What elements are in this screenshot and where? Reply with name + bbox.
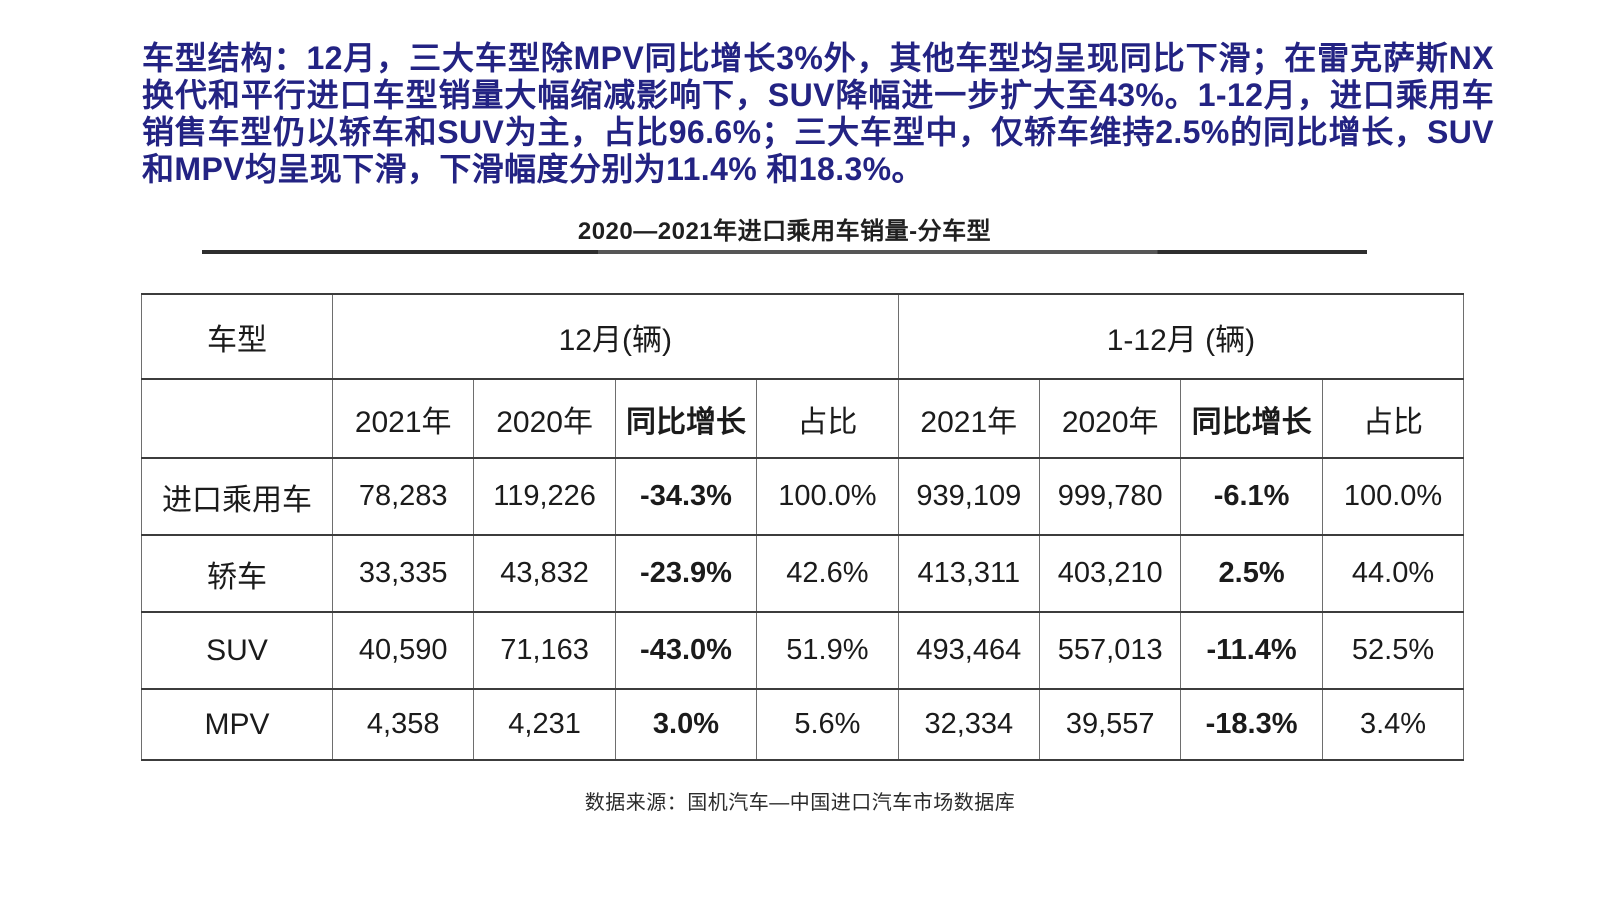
col-header-share-ytd: 占比: [1321, 378, 1465, 459]
table-cell-yoy: 2.5%: [1180, 534, 1323, 613]
row-label: MPV: [141, 688, 333, 761]
table-cell: 78,283: [331, 457, 475, 536]
table-cell: 5.6%: [756, 688, 899, 761]
table-cell: 999,780: [1038, 457, 1182, 536]
table-cell: 100.0%: [1321, 457, 1465, 536]
data-source-note: 数据来源：国机汽车—中国进口汽车市场数据库: [584, 792, 1016, 814]
corner-header-model-type: 车型: [141, 293, 333, 380]
title-underline-rule: [202, 250, 1367, 254]
headline-paragraph: 车型结构：12月，三大车型除MPV同比增长3%外，其他车型均呈现同比下滑；在雷克…: [142, 40, 1494, 187]
empty-corner-cell: [141, 378, 333, 459]
table-cell: 43,832: [473, 534, 616, 613]
table-cell-yoy: -43.0%: [614, 611, 758, 690]
table-row-suv: SUV 40,590 71,163 -43.0% 51.9% 493,464 5…: [141, 611, 1465, 690]
table-cell: 939,109: [897, 457, 1041, 536]
table-row-sedan: 轿车 33,335 43,832 -23.9% 42.6% 413,311 40…: [141, 534, 1465, 613]
table-cell: 119,226: [473, 457, 616, 536]
sales-by-model-table: 车型 12月(辆) 1-12月 (辆) 2021年 2020年 同比增长 占比 …: [141, 293, 1465, 761]
col-header-yoy-ytd: 同比增长: [1180, 378, 1323, 459]
table-group-header-row: 车型 12月(辆) 1-12月 (辆): [141, 293, 1465, 380]
col-header-share-dec: 占比: [756, 378, 899, 459]
table-cell: 51.9%: [756, 611, 899, 690]
table-cell: 32,334: [897, 688, 1041, 761]
table-cell: 71,163: [473, 611, 616, 690]
row-label: 进口乘用车: [141, 457, 333, 536]
table-cell-yoy: -6.1%: [1180, 457, 1323, 536]
table-cell: 39,557: [1038, 688, 1182, 761]
table-sub-header-row: 2021年 2020年 同比增长 占比 2021年 2020年 同比增长 占比: [141, 378, 1465, 459]
col-header-yoy-dec: 同比增长: [614, 378, 758, 459]
table-cell-yoy: -11.4%: [1180, 611, 1323, 690]
table-cell-yoy: -34.3%: [614, 457, 758, 536]
table-cell: 413,311: [897, 534, 1041, 613]
table-cell: 403,210: [1038, 534, 1182, 613]
table-cell: 557,013: [1038, 611, 1182, 690]
col-header-2020-dec: 2020年: [473, 378, 616, 459]
col-header-2021-dec: 2021年: [331, 378, 475, 459]
group-header-jan-dec: 1-12月 (辆): [897, 293, 1465, 380]
group-header-december: 12月(辆): [332, 293, 899, 380]
table-cell: 40,590: [331, 611, 475, 690]
table-cell: 33,335: [331, 534, 475, 613]
col-header-2021-ytd: 2021年: [897, 378, 1041, 459]
table-row-mpv: MPV 4,358 4,231 3.0% 5.6% 32,334 39,557 …: [141, 688, 1465, 761]
table-title: 2020—2021年进口乘用车销量-分车型: [577, 218, 992, 245]
table-cell: 42.6%: [756, 534, 899, 613]
table-cell: 100.0%: [756, 457, 899, 536]
table-cell: 4,358: [331, 688, 475, 761]
row-label: SUV: [141, 611, 333, 690]
table-row-total-imported: 进口乘用车 78,283 119,226 -34.3% 100.0% 939,1…: [141, 457, 1465, 536]
table-cell-yoy: 3.0%: [614, 688, 758, 761]
col-header-2020-ytd: 2020年: [1038, 378, 1182, 459]
table-cell-yoy: -18.3%: [1180, 688, 1323, 761]
table-cell: 44.0%: [1321, 534, 1465, 613]
table-cell-yoy: -23.9%: [614, 534, 758, 613]
table-cell: 52.5%: [1321, 611, 1465, 690]
table-cell: 3.4%: [1321, 688, 1465, 761]
row-label: 轿车: [141, 534, 333, 613]
table-cell: 493,464: [897, 611, 1041, 690]
table-cell: 4,231: [473, 688, 616, 761]
